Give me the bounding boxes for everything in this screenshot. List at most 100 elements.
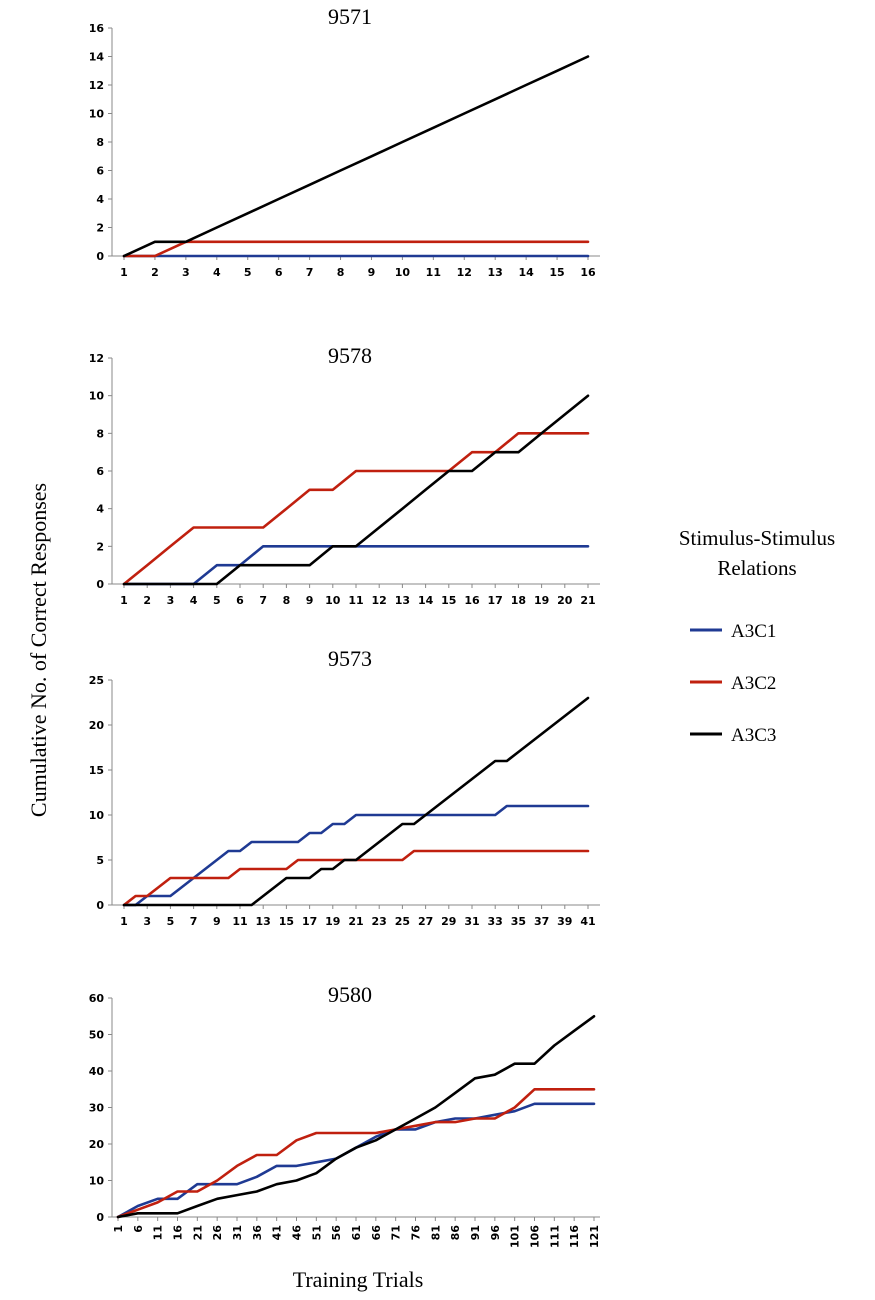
y-tick-label: 10 [89,809,105,822]
y-tick-label: 15 [89,764,104,777]
x-tick-label: 5 [213,594,221,607]
x-tick-label: 36 [251,1225,264,1241]
x-tick-label: 111 [548,1225,561,1248]
x-tick-label: 10 [395,266,411,279]
legend-label-a3c2: A3C2 [731,673,776,694]
y-tick-label: 6 [96,165,104,178]
x-tick-label: 17 [488,594,503,607]
y-tick-label: 0 [96,250,104,263]
y-tick-label: 10 [89,390,105,403]
x-tick-label: 9 [368,266,376,279]
legend-label-a3c3: A3C3 [731,725,776,746]
x-tick-label: 6 [236,594,244,607]
series-line-a3c2 [116,1088,596,1219]
x-tick-label: 96 [489,1225,502,1241]
y-tick-label: 5 [96,854,104,867]
x-tick-label: 16 [580,266,596,279]
x-tick-label: 121 [588,1225,601,1248]
x-axis-title: Training Trials [293,1267,424,1292]
x-tick-label: 11 [152,1225,165,1240]
x-tick-label: 4 [190,594,198,607]
legend-label-a3c1: A3C1 [731,621,776,642]
x-tick-label: 2 [143,594,151,607]
x-tick-label: 13 [395,594,410,607]
x-tick-label: 3 [143,915,151,928]
series-line-a3c3 [122,55,590,258]
y-tick-label: 0 [96,899,104,912]
series-line-a3c1 [122,804,590,907]
x-tick-label: 81 [429,1225,442,1240]
x-tick-label: 13 [488,266,503,279]
series-line-a3c3 [122,394,590,586]
chart-title: 9573 [328,646,372,671]
y-tick-label: 50 [89,1029,105,1042]
x-tick-label: 8 [337,266,345,279]
chart-title: 9571 [328,4,372,29]
x-tick-label: 25 [395,915,410,928]
y-tick-label: 0 [96,578,104,591]
legend-title-line2: Relations [717,556,796,580]
x-tick-label: 116 [568,1225,581,1248]
x-tick-label: 3 [167,594,175,607]
y-tick-label: 14 [89,51,105,64]
y-tick-label: 25 [89,674,104,687]
x-tick-label: 61 [350,1225,363,1240]
x-tick-label: 56 [330,1225,343,1241]
x-tick-label: 17 [302,915,317,928]
y-tick-label: 16 [89,22,105,35]
x-tick-label: 21 [580,594,595,607]
x-tick-label: 76 [410,1225,423,1241]
y-tick-label: 4 [96,503,104,516]
x-tick-label: 13 [256,915,271,928]
legend: Stimulus-Stimulus Relations A3C1 A3C2 A3… [679,526,835,746]
x-tick-label: 66 [370,1225,383,1241]
x-tick-label: 5 [167,915,175,928]
x-tick-label: 8 [283,594,291,607]
x-tick-label: 1 [120,594,128,607]
x-tick-label: 6 [132,1225,145,1233]
x-tick-label: 31 [231,1225,244,1240]
series-line-a3c3 [122,696,590,907]
x-tick-label: 9 [213,915,221,928]
series-line-a3c2 [122,240,590,258]
chart-title: 9578 [328,343,372,368]
y-tick-label: 12 [89,79,104,92]
y-tick-label: 60 [89,992,105,1005]
x-tick-label: 33 [488,915,503,928]
x-tick-label: 86 [449,1225,462,1241]
x-tick-label: 7 [306,266,314,279]
x-tick-label: 46 [291,1225,304,1241]
y-tick-label: 10 [89,1175,105,1188]
x-tick-label: 41 [271,1225,284,1240]
x-tick-label: 6 [275,266,283,279]
x-tick-label: 20 [557,594,573,607]
x-tick-label: 2 [151,266,159,279]
x-tick-label: 10 [325,594,341,607]
y-tick-label: 0 [96,1211,104,1224]
x-tick-label: 1 [120,915,128,928]
y-tick-label: 6 [96,465,104,478]
chart-title: 9580 [328,982,372,1007]
x-tick-label: 15 [441,594,456,607]
x-tick-label: 11 [232,915,247,928]
x-tick-label: 51 [310,1225,323,1240]
x-tick-label: 21 [348,915,363,928]
x-tick-label: 11 [348,594,363,607]
x-tick-label: 1 [112,1225,125,1233]
x-tick-label: 14 [418,594,434,607]
y-tick-label: 8 [96,427,104,440]
series-line-a3c1 [122,544,590,586]
y-tick-label: 20 [89,719,105,732]
y-axis-title: Cumulative No. of Correct Responses [26,483,51,817]
x-tick-label: 18 [511,594,526,607]
x-tick-label: 7 [259,594,267,607]
x-tick-label: 39 [557,915,572,928]
y-tick-label: 30 [89,1102,105,1115]
x-tick-label: 31 [464,915,479,928]
y-tick-label: 40 [89,1065,105,1078]
x-tick-label: 21 [191,1225,204,1240]
x-tick-label: 41 [580,915,595,928]
